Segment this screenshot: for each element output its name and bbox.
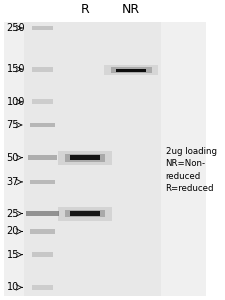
Text: 15: 15	[7, 250, 19, 260]
Bar	[57, 207, 112, 220]
Bar	[32, 252, 52, 257]
Text: 250: 250	[7, 23, 25, 33]
Text: 37: 37	[7, 177, 19, 187]
FancyBboxPatch shape	[24, 22, 161, 296]
Text: 50: 50	[7, 153, 19, 163]
Bar	[32, 99, 52, 104]
Bar	[57, 151, 112, 165]
Text: 2ug loading
NR=Non-
reduced
R=reduced: 2ug loading NR=Non- reduced R=reduced	[165, 146, 216, 193]
Text: 10: 10	[7, 282, 19, 292]
Bar	[30, 123, 54, 128]
Bar	[26, 211, 58, 216]
Bar	[30, 229, 54, 234]
Bar	[65, 210, 104, 218]
Bar	[32, 285, 52, 290]
Text: NR: NR	[122, 3, 140, 16]
Bar	[30, 179, 54, 184]
Text: 75: 75	[7, 120, 19, 130]
Bar	[69, 155, 99, 160]
Text: 100: 100	[7, 97, 25, 107]
Bar	[116, 69, 146, 72]
Bar	[32, 67, 52, 72]
Bar	[104, 65, 158, 75]
Text: 20: 20	[7, 226, 19, 236]
Bar	[69, 211, 99, 216]
Bar	[65, 154, 104, 162]
Text: 150: 150	[7, 64, 25, 74]
Bar	[110, 68, 151, 73]
Text: 25: 25	[7, 208, 19, 218]
Bar	[28, 155, 56, 160]
Text: R: R	[80, 3, 89, 16]
Bar	[32, 26, 52, 30]
